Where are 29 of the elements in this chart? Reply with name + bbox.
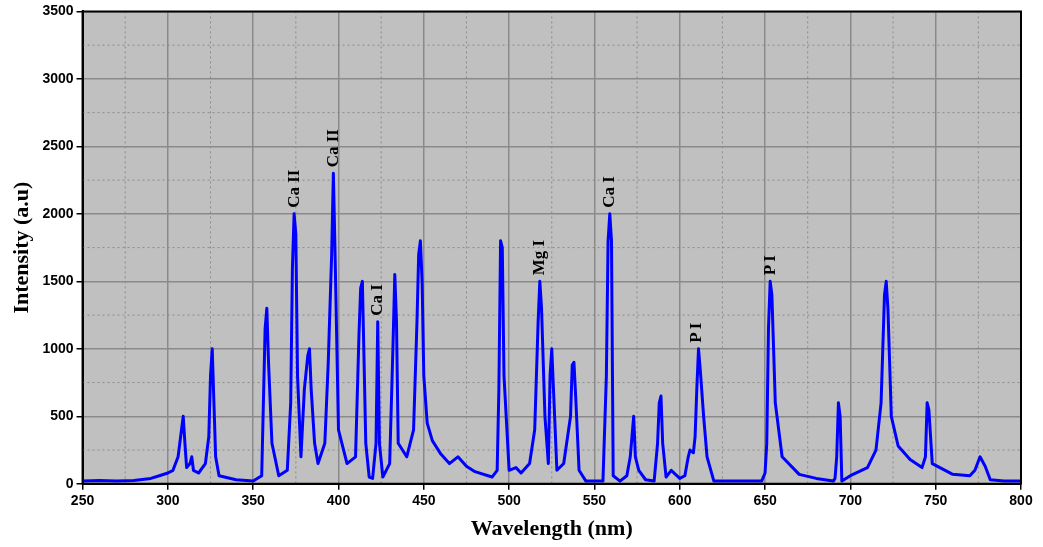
x-tick-label: 600 bbox=[668, 492, 692, 509]
x-tick-label: 650 bbox=[753, 492, 777, 509]
x-tick-label: 550 bbox=[582, 492, 607, 509]
x-tick-label: 450 bbox=[412, 492, 436, 509]
x-tick-label: 750 bbox=[924, 492, 948, 509]
annotation: P I bbox=[686, 322, 706, 343]
x-tick-label: 500 bbox=[497, 492, 522, 509]
annotation: Ca II bbox=[322, 128, 342, 168]
y-tick-label: 0 bbox=[65, 474, 74, 491]
annotation: Ca I bbox=[367, 283, 387, 316]
y-tick-label: 3000 bbox=[42, 69, 74, 86]
y-axis-title: Intensity (a.u) bbox=[7, 181, 33, 314]
y-tick-label: 3500 bbox=[42, 2, 74, 19]
x-tick-label: 350 bbox=[241, 492, 266, 509]
y-tick-label: 500 bbox=[50, 407, 74, 424]
x-tick-label: 400 bbox=[326, 492, 351, 509]
y-tick-label: 1500 bbox=[42, 272, 74, 289]
y-tick-label: 2000 bbox=[42, 204, 74, 221]
x-axis-title: Wavelength (nm) bbox=[470, 515, 633, 541]
annotation: Ca II bbox=[283, 169, 303, 208]
x-tick-label: 800 bbox=[1009, 492, 1033, 509]
annotation: Ca I bbox=[599, 175, 619, 208]
x-tick-label: 300 bbox=[156, 492, 180, 509]
x-tick-label: 250 bbox=[70, 492, 95, 509]
annotation: P I bbox=[759, 254, 779, 276]
y-tick-label: 2500 bbox=[42, 137, 74, 154]
x-tick-label: 700 bbox=[838, 492, 863, 509]
annotation: Mg I bbox=[529, 239, 549, 276]
y-tick-label: 1000 bbox=[42, 339, 74, 356]
